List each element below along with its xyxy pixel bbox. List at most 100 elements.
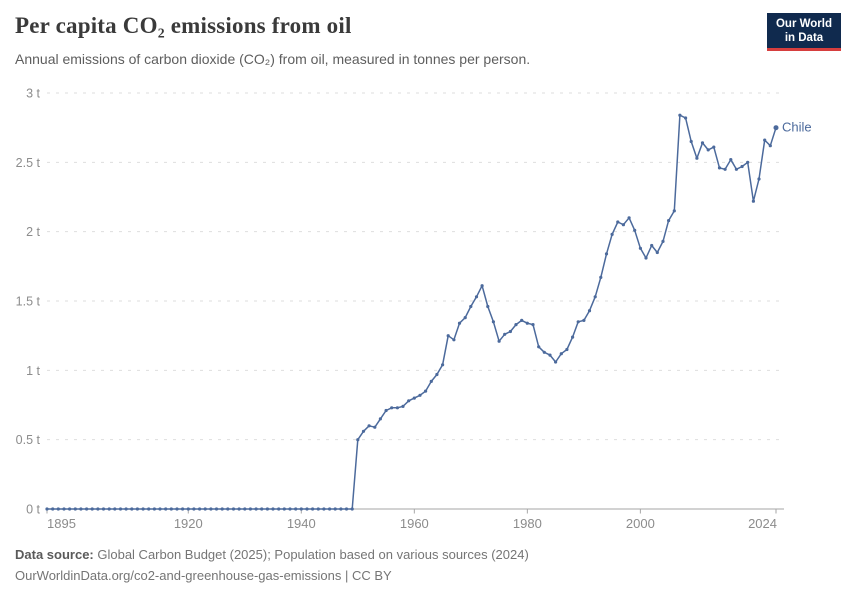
y-axis-tick-label: 1.5 t	[16, 295, 41, 309]
data-source-label: Data source:	[15, 547, 94, 562]
data-point-marker	[734, 167, 739, 171]
data-point-marker	[565, 347, 569, 352]
data-point-marker	[265, 507, 269, 511]
data-point-marker	[700, 141, 705, 145]
data-point-marker	[181, 507, 185, 511]
data-point-marker	[480, 284, 484, 288]
data-point-marker	[339, 507, 343, 511]
data-point-marker	[418, 393, 422, 397]
data-source-line: Data source: Global Carbon Budget (2025)…	[15, 545, 529, 566]
data-point-marker	[248, 507, 252, 511]
data-point-marker	[237, 507, 241, 511]
data-point-marker	[627, 216, 631, 220]
data-point-marker	[576, 320, 580, 324]
data-point-marker	[68, 507, 72, 511]
data-point-marker	[158, 507, 162, 511]
data-point-marker	[164, 507, 168, 511]
y-axis-tick-label: 0 t	[26, 503, 40, 517]
data-point-marker	[638, 246, 643, 250]
data-point-marker	[723, 167, 727, 171]
data-point-marker	[446, 334, 450, 338]
data-point-marker	[525, 321, 529, 325]
data-point-marker	[503, 332, 507, 336]
data-point-marker	[401, 404, 405, 408]
footer-url-line: OurWorldinData.org/co2-and-greenhouse-ga…	[15, 567, 392, 583]
data-point-marker	[152, 507, 156, 511]
data-point-marker	[407, 399, 411, 403]
chart-title: Per capita CO₂ emissions from oil	[15, 13, 352, 38]
chart-plot-area[interactable]: 0 t 0.5 t 1 t 1.5 t 2 t 2.5 t 3 t 1895 1920 1940 1…	[0, 0, 850, 545]
data-point-marker	[452, 338, 456, 342]
data-point-marker	[514, 323, 518, 327]
data-point-marker	[62, 507, 66, 511]
data-point-marker	[56, 507, 60, 511]
data-point-marker	[695, 156, 699, 160]
data-point-marker	[604, 252, 609, 256]
data-point-marker	[344, 507, 349, 511]
data-point-marker	[395, 406, 399, 410]
data-point-marker	[231, 507, 236, 511]
data-point-marker	[186, 507, 190, 511]
x-axis-tick-label: 1920	[174, 516, 203, 531]
data-point-marker	[203, 507, 207, 511]
chart-line-chile	[46, 114, 777, 510]
data-point-marker	[260, 507, 264, 511]
data-point-marker	[746, 160, 750, 164]
data-point-marker	[689, 139, 693, 144]
data-point-marker	[587, 309, 592, 313]
chart-footer: Data source: Global Carbon Budget (2025)…	[15, 545, 529, 586]
data-point-marker	[474, 295, 479, 299]
data-point-marker	[497, 339, 501, 343]
data-point-marker	[763, 138, 767, 142]
data-point-marker	[717, 166, 722, 170]
data-point-marker	[135, 507, 139, 511]
data-point-marker	[412, 396, 416, 400]
series-label-chile: Chile	[782, 120, 812, 135]
data-point-marker	[757, 177, 761, 181]
data-point-marker	[254, 507, 258, 511]
data-point-marker	[333, 507, 337, 511]
data-point-marker	[328, 507, 332, 511]
data-point-marker	[661, 239, 665, 243]
data-point-marker	[463, 316, 467, 320]
x-axis-tick-label: 1960	[400, 516, 429, 531]
data-point-marker	[113, 507, 117, 511]
data-point-marker	[118, 507, 123, 511]
data-point-marker	[220, 507, 224, 511]
data-point-marker	[469, 304, 473, 309]
data-point-marker	[373, 425, 377, 429]
data-point-marker	[548, 353, 552, 357]
data-point-marker	[107, 507, 111, 511]
data-point-marker	[740, 164, 744, 169]
data-point-marker	[429, 379, 433, 383]
data-point-marker	[271, 507, 275, 511]
data-point-marker	[486, 304, 490, 309]
data-point-marker	[542, 350, 546, 354]
data-point-marker	[85, 507, 89, 511]
data-point-marker	[457, 321, 462, 325]
x-axis-tick-label: 2000	[626, 516, 655, 531]
data-point-marker	[599, 275, 603, 279]
y-axis-tick-label: 1 t	[26, 364, 40, 378]
data-point-marker	[520, 318, 524, 322]
data-point-marker	[435, 372, 439, 377]
data-point-marker	[192, 507, 196, 511]
data-point-marker	[559, 352, 563, 356]
data-point-marker	[350, 507, 354, 511]
data-point-marker	[226, 507, 230, 511]
data-point-marker	[531, 323, 535, 327]
data-point-marker	[243, 507, 247, 511]
data-point-marker	[277, 507, 281, 511]
data-point-marker	[729, 158, 733, 162]
data-point-marker	[45, 507, 49, 511]
data-point-marker	[384, 408, 388, 413]
data-point-marker	[508, 329, 512, 334]
data-point-marker	[650, 243, 654, 248]
data-point-marker	[51, 507, 55, 511]
y-axis-tick-label: 2 t	[26, 225, 40, 239]
data-point-marker	[667, 219, 671, 223]
data-point-marker	[441, 363, 445, 367]
owid-logo: Our World in Data	[767, 13, 841, 51]
data-point-marker	[322, 507, 326, 511]
data-point-marker	[311, 507, 315, 511]
